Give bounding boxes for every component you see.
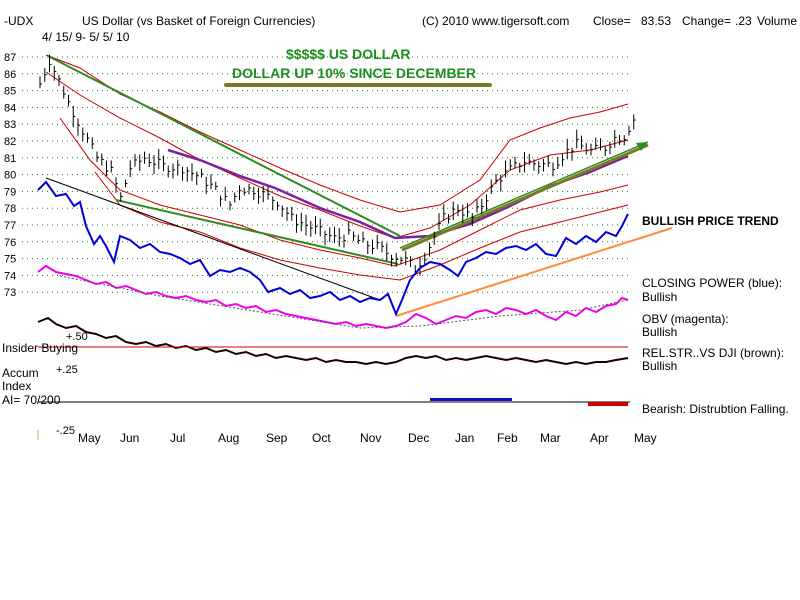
accum-negative-bar bbox=[588, 402, 628, 406]
y-tick-label: 83 bbox=[4, 119, 16, 131]
chart-title: US Dollar (vs Basket of Foreign Currenci… bbox=[82, 14, 316, 28]
closing-power-note: CLOSING POWER (blue): bbox=[642, 276, 783, 290]
minus25-label: -.25 bbox=[56, 425, 75, 437]
x-tick-label: Jun bbox=[120, 431, 139, 445]
price-bars bbox=[39, 54, 636, 276]
obv-note: OBV (magenta): bbox=[642, 312, 729, 326]
y-tick-label: 84 bbox=[4, 102, 16, 114]
volume-label: Volume bbox=[757, 14, 798, 28]
closing-power-line bbox=[37, 180, 629, 317]
downtrend-line bbox=[47, 55, 401, 237]
y-axis: 87 86 85 84 83 82 81 80 79 78 77 76 75 74 73 bbox=[4, 52, 16, 299]
gridlines bbox=[22, 56, 632, 293]
symbol-label: -UDX bbox=[4, 14, 34, 28]
closing-power-trendline bbox=[395, 227, 673, 317]
lower-band-outer bbox=[94, 171, 629, 281]
x-tick-label: Mar bbox=[540, 431, 561, 445]
closing-power-status: Bullish bbox=[642, 290, 678, 304]
bearish-note: Bearish: Distrubtion Falling. bbox=[642, 402, 789, 416]
x-tick-label: Nov bbox=[360, 431, 381, 445]
index-label: Index bbox=[2, 379, 32, 393]
relstr-note: REL.STR..VS DJI (brown): bbox=[642, 346, 785, 360]
insider-buying-label: Insider Buying bbox=[2, 341, 79, 355]
closing-power-downtrend bbox=[45, 177, 381, 301]
uptrend-green-line bbox=[399, 141, 649, 249]
banner-line1: $$$$$ US DOLLAR bbox=[286, 46, 411, 62]
x-axis: May Jun Jul Aug Sep Oct Nov Dec Jan Feb Mar Apr May bbox=[78, 431, 657, 445]
x-tick-label: Feb bbox=[497, 431, 518, 445]
banner-line2: DOLLAR UP 10% SINCE DECEMBER bbox=[232, 65, 477, 81]
y-tick-label: 80 bbox=[4, 170, 16, 182]
y-tick-label: 73 bbox=[4, 287, 16, 299]
ai-label: AI= 70/200 bbox=[2, 393, 61, 407]
uptrend-arrowhead bbox=[636, 142, 648, 151]
close-label: Close= bbox=[593, 14, 631, 28]
x-tick-label: Jan bbox=[455, 431, 474, 445]
y-tick-label: 74 bbox=[4, 270, 16, 282]
x-tick-label: Apr bbox=[590, 431, 609, 445]
plus25-label: +.25 bbox=[56, 364, 78, 376]
x-tick-label: May bbox=[634, 431, 657, 445]
x-tick-label: Oct bbox=[312, 431, 331, 445]
obv-status: Bullish bbox=[642, 325, 678, 339]
y-tick-label: 81 bbox=[4, 153, 16, 165]
y-tick-label: 87 bbox=[4, 52, 16, 64]
x-tick-label: Sep bbox=[266, 431, 288, 445]
y-tick-label: 85 bbox=[4, 86, 16, 98]
x-tick-label: Aug bbox=[218, 431, 239, 445]
change-label: Change= bbox=[682, 14, 732, 28]
x-tick-label: Jul bbox=[170, 431, 185, 445]
x-tick-label: May bbox=[78, 431, 101, 445]
copyright: (C) 2010 www.tigersoft.com bbox=[422, 14, 570, 28]
bullish-trend-note: BULLISH PRICE TREND bbox=[642, 214, 779, 228]
obv-ma bbox=[59, 275, 629, 329]
plus50-label: +.50 bbox=[66, 331, 88, 343]
lower-band-inner bbox=[59, 117, 629, 267]
uptrend-olive-line bbox=[401, 143, 649, 252]
accum-positive-bar bbox=[430, 398, 512, 401]
date-range: 4/ 15/ 9- 5/ 5/ 10 bbox=[42, 30, 130, 44]
x-tick-label: Dec bbox=[408, 431, 429, 445]
y-tick-label: 82 bbox=[4, 136, 16, 148]
y-tick-label: 76 bbox=[4, 237, 16, 249]
relstr-status: Bullish bbox=[642, 359, 678, 373]
accum-label: Accum bbox=[2, 366, 39, 380]
y-tick-label: 77 bbox=[4, 220, 16, 232]
relstr-line bbox=[37, 316, 629, 366]
y-tick-label: 86 bbox=[4, 69, 16, 81]
close-value: 83.53 bbox=[641, 14, 672, 28]
lower-support-line bbox=[115, 199, 399, 265]
y-tick-label: 75 bbox=[4, 254, 16, 266]
change-value: .23 bbox=[735, 14, 752, 28]
y-tick-label: 79 bbox=[4, 186, 16, 198]
upper-band-inner bbox=[45, 71, 629, 239]
y-tick-label: 78 bbox=[4, 203, 16, 215]
